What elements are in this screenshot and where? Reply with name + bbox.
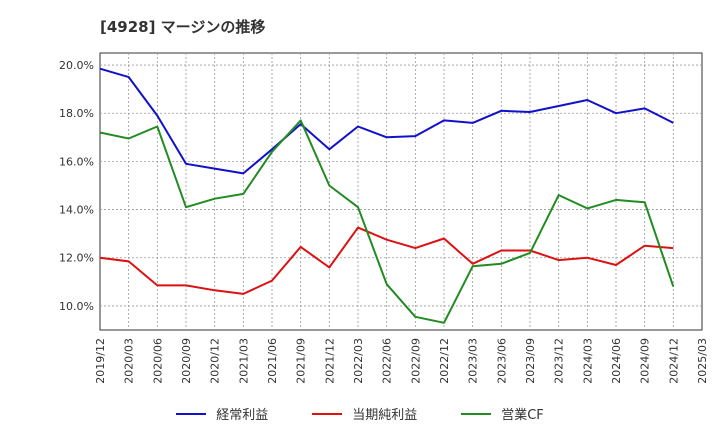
series-line [99,226,674,295]
x-tick-label: 2021/03 [237,338,250,384]
x-tick-label: 2024/06 [610,338,623,384]
series-lines [99,67,675,324]
axes: 20.0% 18.0% 16.0% 14.0% 12.0% 10.0% 2019/12 202… [59,59,709,384]
legend-item: 営業CF [461,404,544,423]
legend-swatch [312,412,343,415]
legend-swatch [461,412,492,415]
x-tick-label: 2023/12 [553,338,566,384]
x-tick-label: 2023/03 [467,338,480,384]
x-tick-label: 2021/12 [323,338,336,384]
x-tick-label: 2024/09 [639,338,652,384]
x-tick-label: 2023/09 [524,338,537,384]
legend: 経常利益 当期純利益 営業CF [0,404,720,423]
legend-swatch [176,412,207,415]
x-tick-label: 2023/06 [495,338,508,384]
x-tick-label: 2020/03 [123,338,136,384]
x-tick-label: 2022/06 [381,338,394,384]
legend-label: 営業CF [501,408,544,423]
grid-lines [99,52,703,331]
y-tick-label: 10.0% [59,300,94,313]
x-tick-label: 2020/09 [180,338,193,384]
x-tick-label: 2025/03 [696,338,709,384]
x-tick-label: 2020/06 [151,338,164,384]
y-tick-label: 12.0% [59,252,94,265]
x-tick-label: 2022/03 [352,338,365,384]
y-tick-label: 20.0% [59,59,94,72]
x-tick-label: 2022/12 [438,338,451,384]
x-tick-label: 2024/03 [581,338,594,384]
y-tick-label: 16.0% [59,155,94,168]
x-tick-label: 2020/12 [209,338,222,384]
y-tick-label: 14.0% [59,204,94,217]
series-line [99,119,675,324]
legend-item: 経常利益 [176,404,268,423]
plot-frame [99,52,703,331]
legend-label: 経常利益 [216,408,269,423]
x-tick-label: 2021/06 [266,338,279,384]
legend-item: 当期純利益 [312,404,417,423]
series-line [99,67,674,175]
x-tick-label: 2021/09 [295,338,308,384]
y-tick-label: 18.0% [59,107,94,120]
x-tick-label: 2019/12 [94,338,107,384]
x-tick-label: 2024/12 [667,338,680,384]
legend-label: 当期純利益 [352,408,418,423]
chart-title: [4928] マージンの推移 [100,18,266,36]
x-tick-label: 2022/09 [409,338,422,384]
